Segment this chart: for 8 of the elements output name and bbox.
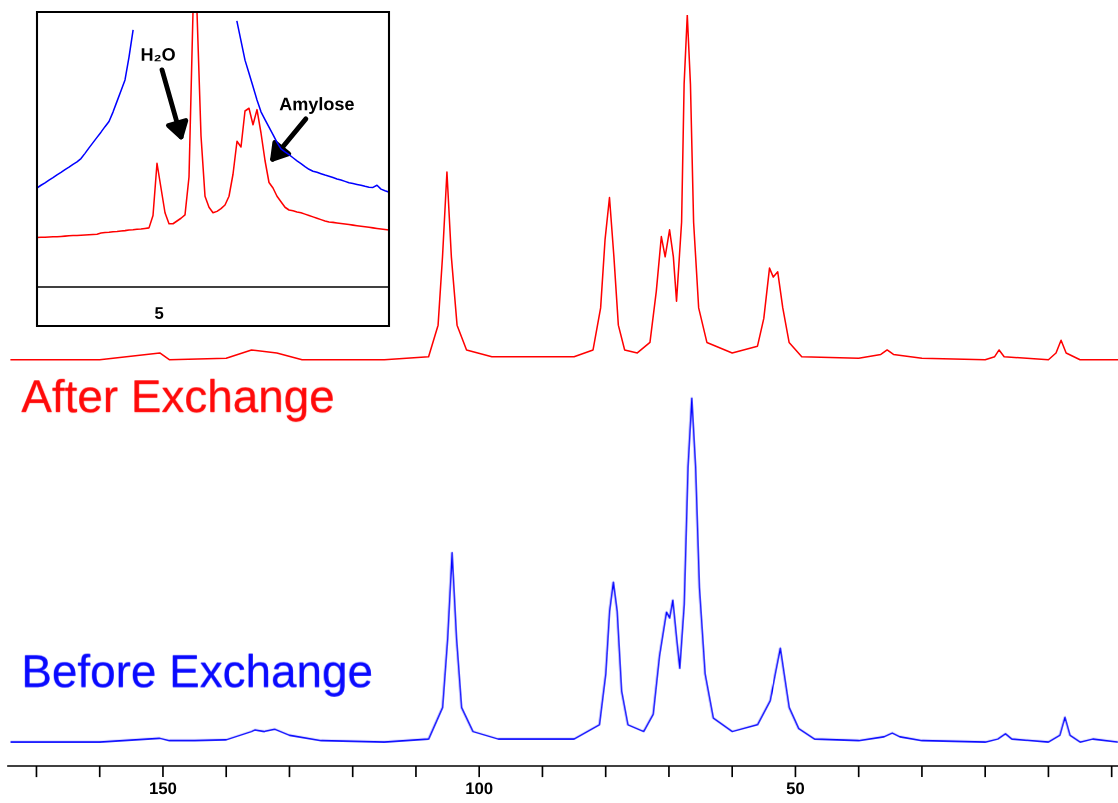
x-tick-label: 100 — [466, 782, 493, 795]
annotation: H₂O — [141, 48, 175, 62]
series-label: After Exchange — [21, 378, 333, 422]
series-label: Before Exchange — [25, 653, 371, 697]
x-tick-label: 150 — [150, 782, 177, 795]
x-tick-label: 50 — [786, 782, 805, 795]
annotation: 5 — [155, 307, 164, 319]
annotation: Amylose — [279, 97, 354, 114]
